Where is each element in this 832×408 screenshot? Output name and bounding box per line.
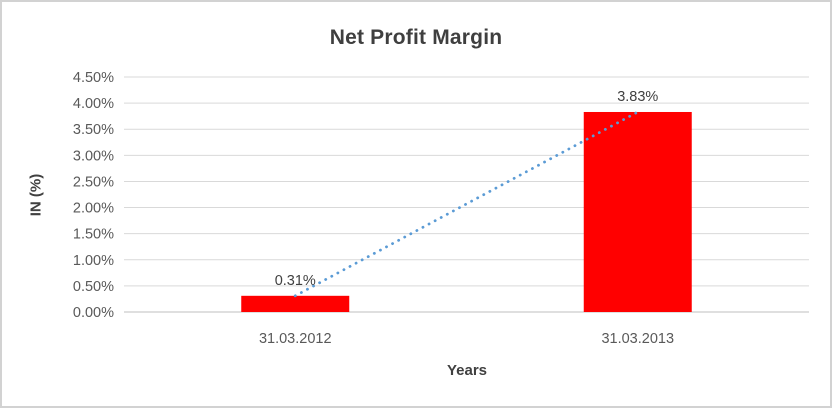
y-tick-label: 4.00% [73,96,114,112]
category-label: 31.03.2013 [601,331,674,347]
y-tick-label: 3.50% [73,122,114,138]
y-tick-label: 1.50% [73,227,114,243]
y-tick-label: 3.00% [73,148,114,164]
category-label: 31.03.2012 [259,331,332,347]
data-label: 0.31% [275,273,316,289]
y-tick-label: 0.50% [73,279,114,295]
bar [241,295,350,312]
y-tick-label: 0.00% [73,305,114,321]
data-label: 3.83% [617,89,658,105]
y-tick-label: 1.00% [73,253,114,269]
x-axis-title: Years [446,362,488,379]
y-tick-label: 2.50% [73,174,114,190]
y-tick-label: 2.00% [73,201,114,217]
y-tick-label: 4.50% [73,70,114,86]
bar [583,111,692,312]
chart-title: Net Profit Margin [329,26,503,49]
trendline [293,110,640,298]
